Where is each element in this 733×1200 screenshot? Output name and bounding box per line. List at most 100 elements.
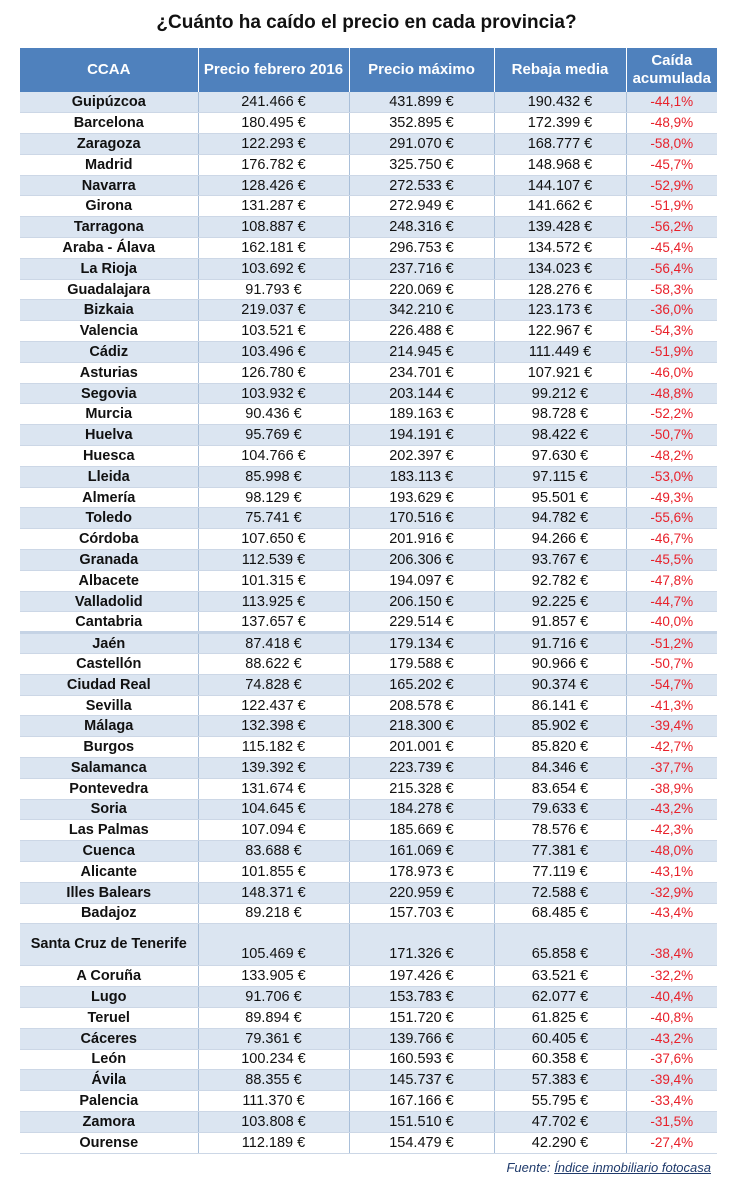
price-feb-2016-cell: 139.392 € bbox=[198, 757, 350, 779]
province-cell: A Coruña bbox=[20, 965, 199, 988]
province-cell: Castellón bbox=[20, 653, 199, 675]
accumulated-drop-cell: -38,9% bbox=[626, 778, 717, 800]
table-row: Teruel 89.894 €151.720 €61.825 € -40,8% bbox=[20, 1007, 717, 1029]
max-price-cell: 342.210 € bbox=[349, 299, 495, 322]
source-link[interactable]: Índice inmobiliario fotocasa bbox=[554, 1160, 711, 1175]
avg-discount-cell: 93.767 € bbox=[494, 549, 627, 571]
avg-discount-cell: 79.633 € bbox=[494, 799, 627, 821]
avg-discount-cell: 134.572 € bbox=[494, 237, 627, 259]
province-cell: Barcelona bbox=[20, 112, 199, 135]
table-row: Valencia 103.521 €226.488 €122.967 € -54,3… bbox=[20, 320, 717, 343]
province-cell: Zamora bbox=[20, 1111, 199, 1133]
province-cell: Cádiz bbox=[20, 341, 199, 363]
accumulated-drop-cell: -32,9% bbox=[626, 882, 717, 904]
province-cell: Asturias bbox=[20, 362, 199, 384]
accumulated-drop-cell: -39,4% bbox=[626, 715, 717, 738]
price-feb-2016-cell: 100.234 € bbox=[198, 1049, 350, 1071]
price-feb-2016-cell: 103.808 € bbox=[198, 1111, 350, 1133]
province-cell: Girona bbox=[20, 195, 199, 218]
table-row: Bizkaia 219.037 €342.210 €123.173 € -36,0% bbox=[20, 299, 717, 322]
price-feb-2016-cell: 101.315 € bbox=[198, 570, 350, 592]
table-row: Araba - Álava 162.181 €296.753 €134.572 €… bbox=[20, 237, 717, 259]
table-row: Santa Cruz de Tenerife 105.469 €171.326 €… bbox=[20, 923, 717, 967]
avg-discount-cell: 94.266 € bbox=[494, 528, 627, 551]
max-price-cell: 189.163 € bbox=[349, 403, 495, 426]
max-price-cell: 157.703 € bbox=[349, 903, 495, 925]
max-price-cell: 201.001 € bbox=[349, 736, 495, 758]
province-cell: Granada bbox=[20, 549, 199, 571]
price-feb-2016-cell: 90.436 € bbox=[198, 403, 350, 426]
province-cell: Soria bbox=[20, 799, 199, 821]
price-feb-2016-cell: 95.769 € bbox=[198, 424, 350, 447]
price-feb-2016-cell: 219.037 € bbox=[198, 299, 350, 322]
table-row: A Coruña 133.905 €197.426 €63.521 € -32,2% bbox=[20, 965, 717, 988]
source-note: Fuente: Índice inmobiliario fotocasa bbox=[506, 1160, 711, 1175]
province-cell: Córdoba bbox=[20, 528, 199, 551]
price-feb-2016-cell: 132.398 € bbox=[198, 715, 350, 738]
province-cell: Guipúzcoa bbox=[20, 92, 199, 114]
avg-discount-cell: 90.374 € bbox=[494, 674, 627, 696]
price-feb-2016-cell: 162.181 € bbox=[198, 237, 350, 259]
province-cell: Lugo bbox=[20, 986, 199, 1008]
avg-discount-cell: 78.576 € bbox=[494, 819, 627, 842]
header-precio-maximo: Precio máximo bbox=[349, 48, 495, 92]
accumulated-drop-cell: -42,3% bbox=[626, 819, 717, 842]
accumulated-drop-cell: -43,4% bbox=[626, 903, 717, 925]
price-feb-2016-cell: 105.469 € bbox=[198, 923, 350, 967]
avg-discount-cell: 61.825 € bbox=[494, 1007, 627, 1029]
price-feb-2016-cell: 108.887 € bbox=[198, 216, 350, 239]
max-price-cell: 248.316 € bbox=[349, 216, 495, 239]
table-row: Lugo 91.706 €153.783 €62.077 € -40,4% bbox=[20, 986, 717, 1008]
max-price-cell: 145.737 € bbox=[349, 1069, 495, 1092]
avg-discount-cell: 123.173 € bbox=[494, 299, 627, 322]
max-price-cell: 220.959 € bbox=[349, 882, 495, 904]
max-price-cell: 201.916 € bbox=[349, 528, 495, 551]
province-cell: Zaragoza bbox=[20, 133, 199, 155]
table-row: Cantabria 137.657 €229.514 €91.857 € -40,0… bbox=[20, 611, 717, 634]
province-cell: Las Palmas bbox=[20, 819, 199, 842]
accumulated-drop-cell: -36,0% bbox=[626, 299, 717, 322]
accumulated-drop-cell: -32,2% bbox=[626, 965, 717, 988]
accumulated-drop-cell: -43,2% bbox=[626, 1028, 717, 1050]
province-cell: Toledo bbox=[20, 507, 199, 530]
price-feb-2016-cell: 148.371 € bbox=[198, 882, 350, 904]
avg-discount-cell: 98.728 € bbox=[494, 403, 627, 426]
province-cell: Bizkaia bbox=[20, 299, 199, 322]
avg-discount-cell: 68.485 € bbox=[494, 903, 627, 925]
province-cell: Valladolid bbox=[20, 591, 199, 613]
table-row: Jaén 87.418 €179.134 €91.716 € -51,2% bbox=[20, 631, 717, 655]
max-price-cell: 214.945 € bbox=[349, 341, 495, 363]
max-price-cell: 234.701 € bbox=[349, 362, 495, 384]
price-feb-2016-cell: 91.793 € bbox=[198, 279, 350, 301]
max-price-cell: 153.783 € bbox=[349, 986, 495, 1008]
avg-discount-cell: 72.588 € bbox=[494, 882, 627, 904]
price-feb-2016-cell: 241.466 € bbox=[198, 92, 350, 114]
accumulated-drop-cell: -53,0% bbox=[626, 466, 717, 488]
avg-discount-cell: 60.405 € bbox=[494, 1028, 627, 1050]
province-cell: Burgos bbox=[20, 736, 199, 758]
province-cell: Navarra bbox=[20, 175, 199, 197]
avg-discount-cell: 95.501 € bbox=[494, 487, 627, 509]
price-feb-2016-cell: 180.495 € bbox=[198, 112, 350, 135]
max-price-cell: 218.300 € bbox=[349, 715, 495, 738]
max-price-cell: 237.716 € bbox=[349, 258, 495, 280]
province-cell: Ciudad Real bbox=[20, 674, 199, 696]
accumulated-drop-cell: -51,9% bbox=[626, 341, 717, 363]
price-feb-2016-cell: 87.418 € bbox=[198, 631, 350, 655]
table-row: Salamanca 139.392 €223.739 €84.346 € -37,7… bbox=[20, 757, 717, 779]
max-price-cell: 184.278 € bbox=[349, 799, 495, 821]
max-price-cell: 171.326 € bbox=[349, 923, 495, 967]
max-price-cell: 272.949 € bbox=[349, 195, 495, 218]
avg-discount-cell: 86.141 € bbox=[494, 695, 627, 717]
max-price-cell: 179.134 € bbox=[349, 631, 495, 655]
accumulated-drop-cell: -39,4% bbox=[626, 1069, 717, 1092]
accumulated-drop-cell: -40,8% bbox=[626, 1007, 717, 1029]
province-cell: Lleida bbox=[20, 466, 199, 488]
avg-discount-cell: 148.968 € bbox=[494, 154, 627, 176]
max-price-cell: 226.488 € bbox=[349, 320, 495, 343]
accumulated-drop-cell: -42,7% bbox=[626, 736, 717, 758]
price-feb-2016-cell: 91.706 € bbox=[198, 986, 350, 1008]
price-feb-2016-cell: 104.766 € bbox=[198, 445, 350, 467]
avg-discount-cell: 91.716 € bbox=[494, 631, 627, 655]
avg-discount-cell: 128.276 € bbox=[494, 279, 627, 301]
